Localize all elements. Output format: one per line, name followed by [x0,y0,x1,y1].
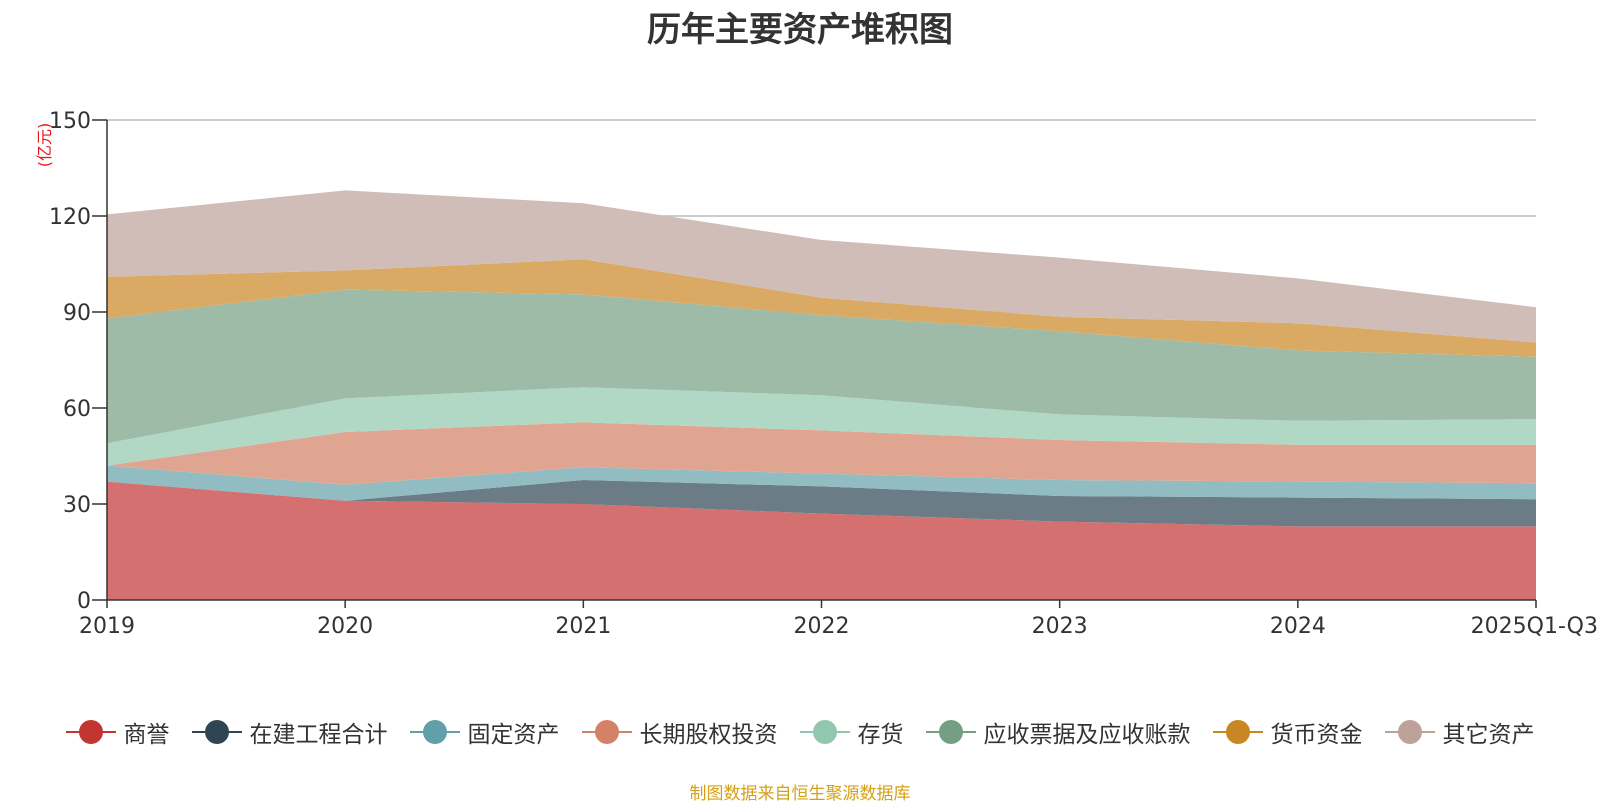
axes: 0 30 60 90 120 150 2019 2020 2021 2022 2023 2024 202… [49,109,1598,639]
legend-dot [204,720,229,744]
legend-label: 长期股权投资 [639,722,778,748]
legend-label: 货币资金 [1270,722,1363,748]
legend-item-4[interactable]: 存货 [799,715,904,749]
legend-item-0[interactable]: 商誉 [65,715,170,749]
legend-item-1[interactable]: 在建工程合计 [191,715,388,749]
source-note: 制图数据来自恒生聚源数据库 [689,784,911,804]
area-series [107,190,1536,600]
area-series-1[interactable] [107,480,1536,527]
area-series-0[interactable] [107,481,1536,600]
y-tick-label-5: 150 [49,109,91,134]
area-series-7[interactable] [107,190,1536,343]
y-axis-unit-label: (亿元) [35,123,54,168]
y-tick-label-4: 120 [49,205,91,230]
legend-item-7[interactable]: 其它资产 [1384,715,1535,749]
x-tick-label-0: 2019 [79,614,135,639]
legend-item-3[interactable]: 长期股权投资 [581,715,778,749]
legend-marker-icon [581,720,632,744]
legend-marker-icon [409,720,460,744]
stacked-area-chart: 0 30 60 90 120 150 2019 2020 2021 2022 2023 2024 202… [35,109,1598,639]
legend-label: 其它资产 [1442,722,1535,748]
x-tick-label-6: 2025Q1-Q3 [1471,614,1598,639]
chart-title: 历年主要资产堆积图 [647,10,953,50]
legend-marker-icon [925,720,976,744]
x-tick-label-2: 2021 [555,614,611,639]
legend-item-2[interactable]: 固定资产 [409,715,560,749]
legend-dot [1225,720,1250,744]
y-tick-label-1: 30 [63,493,91,518]
legend-dot [938,720,963,744]
legend-marker-icon [799,720,850,744]
legend-marker-icon [65,720,116,744]
legend-item-5[interactable]: 应收票据及应收账款 [925,715,1191,749]
legend-label: 应收票据及应收账款 [983,722,1191,748]
area-series-2[interactable] [107,465,1536,501]
legend-item-6[interactable]: 货币资金 [1212,715,1363,749]
legend-dot [422,720,447,744]
legend-marker-icon [1384,720,1435,744]
y-tick-label-3: 90 [63,301,91,326]
x-tick-label-1: 2020 [317,614,373,639]
y-tick-label-0: 0 [77,589,91,614]
x-tick-label-5: 2024 [1270,614,1326,639]
legend-dot [1397,720,1422,744]
area-series-5[interactable] [107,289,1536,444]
legend-label: 固定资产 [467,722,560,748]
x-tick-label-3: 2022 [794,614,850,639]
legend-dot [594,720,619,744]
area-series-6[interactable] [107,259,1536,357]
legend-label: 商誉 [123,722,170,748]
legend-marker-icon [1212,720,1263,744]
legend: 商誉 在建工程合计 固定资产 长期股权投资 存货 应收票据及应收账款 货币资金 其它资产 [0,715,1600,749]
area-series-4[interactable] [107,387,1536,466]
area-series-3[interactable] [107,422,1536,485]
y-tick-label-2: 60 [63,397,91,422]
legend-label: 在建工程合计 [249,722,388,748]
legend-dot [78,720,103,744]
legend-marker-icon [191,720,242,744]
x-tick-label-4: 2023 [1032,614,1088,639]
legend-dot [812,720,837,744]
legend-label: 存货 [857,722,904,748]
